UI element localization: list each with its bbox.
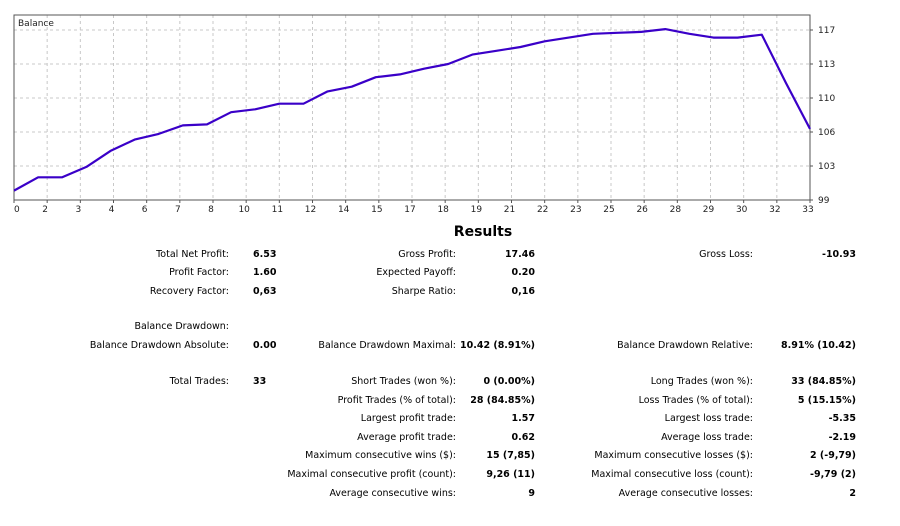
- stat-label: Profit Trades (% of total):: [337, 395, 456, 406]
- stat-value: 17.46: [504, 249, 535, 260]
- stat-label: Profit Factor:: [169, 267, 229, 278]
- stat-label: Gross Profit:: [398, 249, 456, 260]
- stat-value: 1.60: [253, 267, 277, 278]
- stat-label: Recovery Factor:: [149, 286, 229, 297]
- results-title: Results: [453, 224, 513, 240]
- stat-label: Loss Trades (% of total):: [638, 395, 753, 406]
- stat-value: 1.57: [511, 413, 535, 424]
- balance-line: [13, 28, 811, 192]
- y-tick-label: 99: [818, 196, 830, 206]
- x-tick-label: 2: [42, 205, 48, 215]
- x-tick-label: 19: [471, 205, 483, 215]
- y-tick-label: 110: [818, 94, 835, 104]
- stat-value: 2 (-9,79): [810, 450, 856, 461]
- stat-value: 8.91% (10.42): [781, 340, 856, 351]
- balance-chart: Balance 0 2 3 4 6 7 8 10 11 12 14 15 17 18 19 21 22 23 25 2…: [13, 14, 835, 215]
- stat-value: 0.00: [253, 340, 277, 351]
- stat-label: Short Trades (won %):: [351, 376, 456, 387]
- x-tick-label: 18: [437, 205, 449, 215]
- stat-label: Average loss trade:: [661, 432, 753, 443]
- stat-label: Largest loss trade:: [664, 413, 753, 424]
- x-tick-label: 28: [670, 205, 682, 215]
- stat-label: Balance Drawdown Maximal:: [318, 340, 456, 351]
- stat-value: 33 (84.85%): [791, 376, 856, 387]
- stat-value: 0,63: [253, 286, 277, 297]
- x-tick-label: 32: [769, 205, 780, 215]
- x-tick-label: 10: [238, 205, 250, 215]
- stat-label: Average consecutive losses:: [618, 488, 753, 499]
- stat-label: Balance Drawdown Relative:: [617, 340, 753, 351]
- stat-value: 9,26 (11): [486, 469, 535, 480]
- stat-label: Long Trades (won %):: [650, 376, 753, 387]
- x-tick-label: 33: [802, 205, 813, 215]
- x-tick-label: 21: [504, 205, 515, 215]
- x-tick-label: 23: [570, 205, 581, 215]
- stat-label: Maximal consecutive profit (count):: [287, 469, 456, 480]
- stat-label: Average profit trade:: [357, 432, 456, 443]
- stat-value: 0.62: [511, 432, 535, 443]
- stat-value: 0,16: [511, 286, 535, 297]
- y-tick-label: 103: [818, 162, 835, 172]
- y-tick-label: 117: [818, 26, 835, 36]
- x-tick-label: 3: [75, 205, 81, 215]
- stat-value: 10.42 (8.91%): [460, 340, 535, 351]
- chart-grid: [14, 15, 810, 200]
- stat-label: Maximal consecutive loss (count):: [591, 469, 753, 480]
- x-tick-label: 12: [305, 205, 316, 215]
- x-tick-label: 4: [109, 205, 115, 215]
- y-tick-label: 113: [818, 60, 835, 70]
- stat-label: Sharpe Ratio:: [391, 286, 456, 297]
- x-tick-label: 7: [175, 205, 181, 215]
- stat-label: Expected Payoff:: [376, 267, 456, 278]
- stat-label: Average consecutive wins:: [329, 488, 456, 499]
- chart-title: Balance: [18, 19, 54, 29]
- stat-label: Largest profit trade:: [360, 413, 456, 424]
- x-tick-label: 29: [703, 205, 715, 215]
- x-tick-label: 22: [537, 205, 548, 215]
- stat-value: 28 (84.85%): [470, 395, 535, 406]
- stat-value: 15 (7,85): [486, 450, 535, 461]
- stat-value: 5 (15.15%): [797, 395, 856, 406]
- stat-value: -9,79 (2): [810, 469, 856, 480]
- x-tick-label: 6: [142, 205, 148, 215]
- stat-value: -2.19: [828, 432, 856, 443]
- stat-value: 9: [528, 488, 535, 499]
- x-tick-label: 15: [371, 205, 382, 215]
- x-tick-label: 0: [14, 205, 20, 215]
- x-tick-label: 25: [603, 205, 614, 215]
- stat-label: Balance Drawdown Absolute:: [89, 340, 229, 351]
- stat-label: Total Trades:: [169, 376, 229, 387]
- x-tick-label: 8: [208, 205, 214, 215]
- x-axis: 0 2 3 4 6 7 8 10 11 12 14 15 17 18 19 21 22 23 25 26 28 29 30 3…: [13, 200, 814, 215]
- x-tick-label: 26: [636, 205, 648, 215]
- y-axis: 99 103 106 110 113 117: [810, 26, 835, 206]
- x-tick-label: 14: [338, 205, 350, 215]
- x-tick-label: 30: [736, 205, 748, 215]
- stat-label: Balance Drawdown:: [134, 321, 229, 332]
- stat-value: 33: [253, 376, 267, 387]
- stat-value: 0 (0.00%): [483, 376, 535, 387]
- stat-label: Gross Loss:: [699, 249, 753, 260]
- stat-value: -10.93: [822, 249, 856, 260]
- stat-value: 6.53: [253, 249, 277, 260]
- stat-value: 0.20: [511, 267, 535, 278]
- x-tick-label: 17: [404, 205, 415, 215]
- stat-label: Maximum consecutive losses ($):: [594, 450, 753, 461]
- stat-value: -5.35: [828, 413, 856, 424]
- y-tick-label: 106: [818, 128, 835, 138]
- stat-label: Maximum consecutive wins ($):: [305, 450, 456, 461]
- stat-value: 2: [849, 488, 856, 499]
- x-tick-label: 11: [272, 205, 283, 215]
- stat-label: Total Net Profit:: [156, 249, 229, 260]
